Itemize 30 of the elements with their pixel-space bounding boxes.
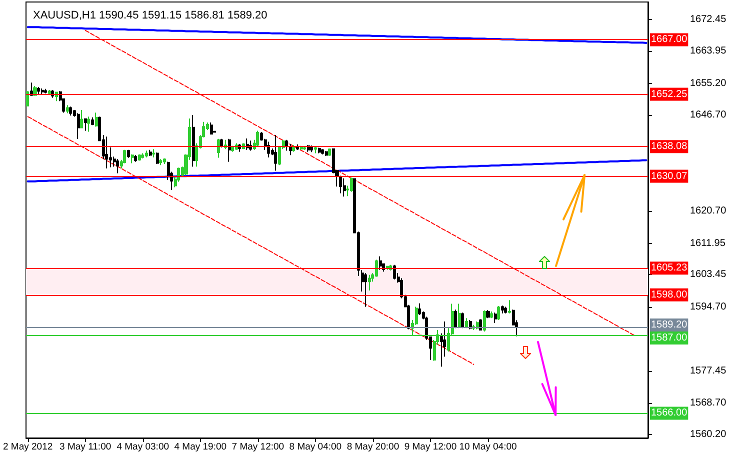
ref-line-label: 1605.23 [651,262,688,274]
y-tick-label: 1568.70 [690,398,727,409]
y-tick-label: 1603.45 [690,269,727,280]
x-tick-label: 8 May 20:00 [346,442,400,452]
x-tick-label: 8 May 04:00 [289,442,342,452]
ref-line-label: 1587.00 [651,332,688,344]
y-tick-label: 1655.20 [690,78,727,89]
ref-line-label: 1589.20 [651,319,688,330]
ref-line-label: 1598.00 [651,289,688,300]
y-tick-label: 1663.95 [690,46,727,56]
y-tick-label: 1611.95 [690,238,726,249]
ref-line-label: 1652.25 [651,88,688,100]
x-tick-label: 2 May 2012 [2,442,53,452]
y-tick-label: 1672.45 [690,14,727,26]
y-tick-label: 1620.70 [690,205,727,216]
ref-line-label: 1667.00 [651,34,688,46]
x-tick-label: 10 May 04:00 [459,442,517,452]
y-tick-label: 1560.20 [690,429,727,440]
y-tick-label: 1646.70 [690,109,727,120]
x-tick-label: 4 May 19:00 [174,442,227,452]
ref-line-label: 1630.07 [651,170,688,182]
x-tick-label: 7 May 12:00 [232,442,284,452]
ref-line-label: 1638.08 [651,141,688,152]
x-tick-label: 4 May 03:00 [116,442,170,452]
y-tick-label: 1577.45 [690,365,727,376]
x-tick-label: 9 May 12:00 [404,442,457,452]
text: XAUUSD,H1 1590.45 1591.15 1586.81 1589.20 [33,10,268,22]
ref-line-label: 1566.00 [651,408,688,419]
y-tick-label: 1594.70 [690,302,727,313]
x-tick-label: 3 May 11:00 [60,442,112,452]
